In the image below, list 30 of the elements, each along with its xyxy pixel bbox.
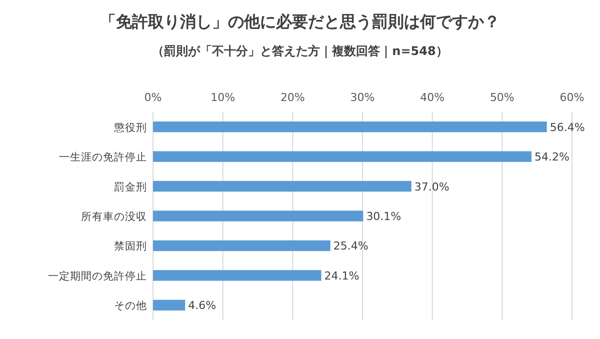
y-tick-label: 一生涯の免許停止 <box>59 150 147 164</box>
bar <box>153 240 330 252</box>
data-label: 4.6% <box>188 299 216 312</box>
bar <box>153 270 322 281</box>
bar <box>153 300 186 310</box>
data-label: 30.1% <box>366 210 402 223</box>
x-tick-label: 0% <box>144 91 162 104</box>
chart-title: 「免許取り消し」の他に必要だと思う罰則は何ですか？ <box>100 12 500 31</box>
data-label: 25.4% <box>333 240 368 253</box>
data-label: 37.0% <box>414 180 450 194</box>
data-label: 54.2% <box>534 150 570 164</box>
bar <box>153 210 364 222</box>
y-tick-label: 罰金刑 <box>114 181 147 194</box>
x-tick-label: 10% <box>210 91 236 104</box>
data-label: 56.4% <box>550 120 585 134</box>
y-tick-label: 懲役刑 <box>113 122 147 134</box>
y-tick-label: その他 <box>114 300 147 312</box>
y-tick-label: 所有車の没収 <box>81 210 147 223</box>
chart-subtitle: （罰則が「不十分」と答えた方｜複数回答｜n=548） <box>152 44 448 59</box>
bar <box>153 151 532 162</box>
x-tick-label: 40% <box>420 91 445 104</box>
x-tick-label: 60% <box>560 91 584 104</box>
bar <box>153 180 412 192</box>
y-tick-label: 一定期間の免許停止 <box>48 269 147 282</box>
y-tick-label: 禁固刑 <box>114 240 147 253</box>
x-tick-label: 20% <box>280 91 305 104</box>
data-label: 24.1% <box>324 269 360 282</box>
x-tick-label: 50% <box>490 91 514 104</box>
x-tick-label: 30% <box>350 91 375 104</box>
bar <box>153 122 547 132</box>
